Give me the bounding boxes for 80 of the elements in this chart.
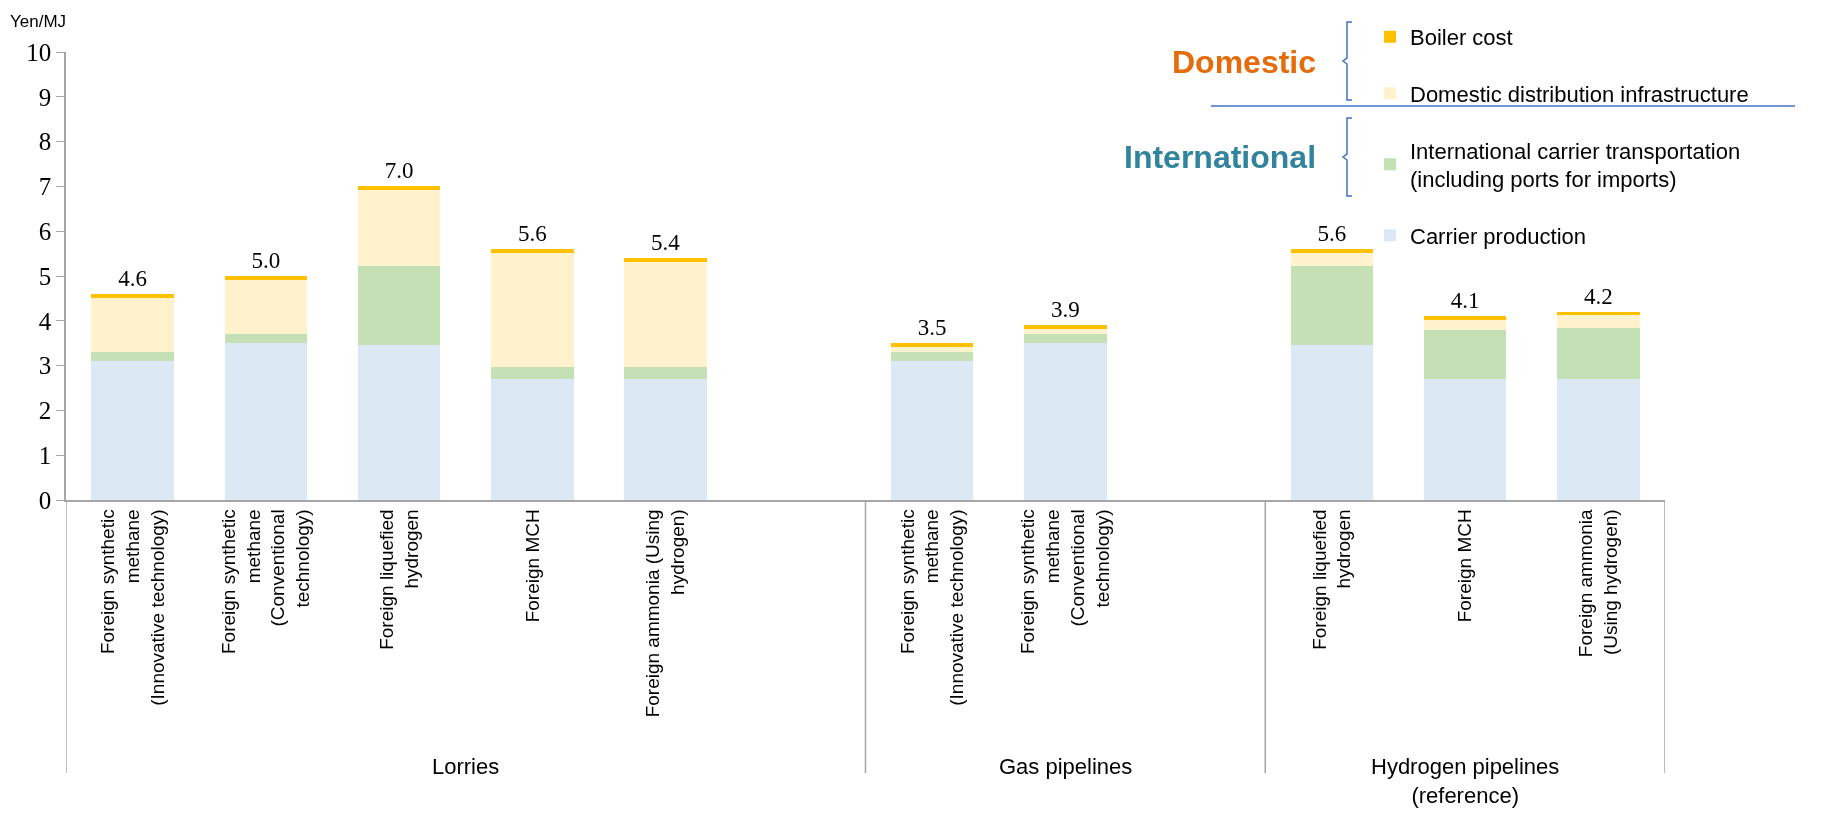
bar bbox=[890, 343, 974, 347]
x-tick-label: Foreign liquefied hydrogen bbox=[1308, 509, 1355, 650]
total-label: 5.6 bbox=[518, 221, 547, 247]
x-tick-label: Foreign ammonia (Using hydrogen) bbox=[1575, 508, 1621, 658]
bar bbox=[491, 367, 574, 380]
bar bbox=[357, 345, 441, 500]
bar bbox=[91, 297, 174, 353]
x-tick-label: Foreign synthetic methane (Innovative technology) bbox=[97, 509, 168, 706]
x-tick-label: Foreign MCH bbox=[1454, 509, 1476, 623]
bar bbox=[224, 279, 308, 335]
text: Lorries bbox=[432, 754, 500, 779]
total-label: 3.9 bbox=[1051, 297, 1080, 323]
bar bbox=[1290, 265, 1374, 346]
bar bbox=[357, 189, 441, 266]
bar bbox=[91, 293, 174, 298]
bar bbox=[1290, 252, 1374, 266]
total-label: 4.1 bbox=[1450, 288, 1480, 314]
bar bbox=[91, 361, 174, 500]
bar bbox=[491, 249, 574, 253]
bar bbox=[1423, 379, 1507, 500]
y-tick-label: 2 bbox=[38, 397, 52, 425]
text: Hydrogen pipelines (reference) bbox=[1371, 754, 1560, 808]
bar bbox=[890, 352, 974, 362]
legend-label: Carrier production bbox=[1410, 223, 1587, 249]
legend-label: Domestic distribution infrastructure bbox=[1410, 81, 1749, 107]
total-label: 4.6 bbox=[118, 265, 147, 291]
bar bbox=[1557, 327, 1640, 380]
bar bbox=[1557, 315, 1640, 328]
y-tick-label: 7 bbox=[38, 173, 52, 201]
bar bbox=[624, 367, 707, 380]
x-tick-label: Foreign MCH bbox=[521, 509, 543, 623]
text: Gas pipelines bbox=[999, 754, 1133, 779]
y-tick-label: 10 bbox=[26, 38, 52, 66]
x-tick-label: Foreign synthetic methane (Conventional technology) bbox=[1017, 509, 1113, 655]
y-tick-label: 9 bbox=[38, 83, 52, 111]
annotation: Domestic bbox=[1172, 44, 1317, 80]
y-tick-label: 8 bbox=[38, 128, 52, 156]
y-tick-label: 1 bbox=[38, 441, 52, 469]
bar bbox=[224, 276, 308, 280]
y-tick-label: 0 bbox=[38, 486, 52, 514]
bar bbox=[1557, 379, 1640, 500]
x-tick-label: Foreign ammonia (Using hydrogen) bbox=[642, 509, 689, 718]
bar bbox=[224, 334, 308, 344]
total-label: 4.2 bbox=[1584, 283, 1613, 309]
total-label: 7.0 bbox=[384, 158, 414, 184]
total-label: 5.0 bbox=[251, 248, 281, 273]
bar bbox=[357, 265, 441, 346]
bar bbox=[1290, 345, 1374, 500]
bar bbox=[1024, 328, 1107, 335]
bar bbox=[1024, 343, 1107, 500]
bar bbox=[1423, 319, 1507, 330]
x-tick-label: Foreign liquefied hydrogen bbox=[375, 509, 422, 650]
bar bbox=[624, 261, 707, 368]
total-label: 5.4 bbox=[651, 230, 681, 256]
y-tick-label: 6 bbox=[38, 217, 52, 245]
annotation: International bbox=[1124, 139, 1317, 175]
y-tick-label: 3 bbox=[38, 352, 52, 380]
bar bbox=[624, 379, 707, 500]
bar bbox=[890, 361, 974, 500]
y-tick-label: 5 bbox=[38, 262, 52, 290]
legend-label: Boiler cost bbox=[1410, 25, 1513, 51]
bar bbox=[91, 352, 174, 362]
bar bbox=[1024, 325, 1107, 329]
bar bbox=[491, 252, 574, 368]
bar bbox=[1423, 329, 1507, 380]
y-axis-title: Yen/MJ bbox=[10, 12, 67, 31]
bar bbox=[491, 379, 574, 500]
legend-label: International carrier transportation (including ports for imports) bbox=[1410, 138, 1741, 193]
bar bbox=[224, 343, 308, 500]
bar bbox=[624, 258, 707, 262]
x-tick-label: Foreign synthetic methane (Innovative technology) bbox=[896, 509, 968, 706]
bar bbox=[1290, 249, 1374, 253]
bar bbox=[357, 186, 441, 190]
total-label: 3.5 bbox=[917, 315, 947, 341]
bar bbox=[1423, 316, 1507, 320]
bar bbox=[1024, 334, 1107, 344]
x-tick-label: Foreign synthetic methane (Conventional technology) bbox=[218, 509, 314, 655]
total-label: 5.6 bbox=[1317, 221, 1347, 247]
bar bbox=[890, 346, 974, 353]
y-tick-label: 4 bbox=[38, 307, 52, 335]
